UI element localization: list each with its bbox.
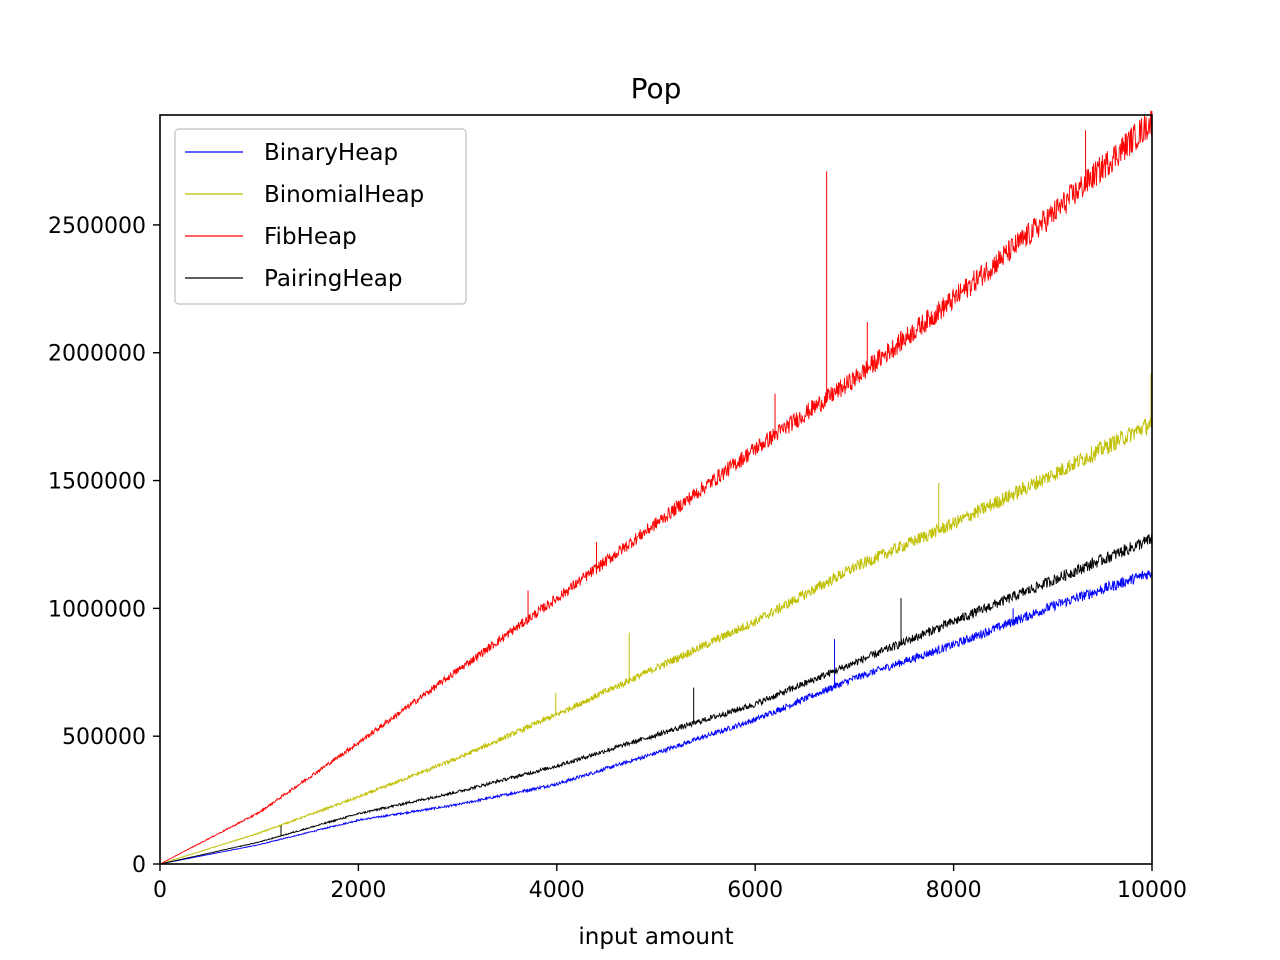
x-tick-label: 8000 <box>926 878 982 903</box>
y-axis: 0 500000 1000000 1500000 2000000 2500000 <box>48 214 160 878</box>
legend-label: PairingHeap <box>264 266 402 292</box>
x-axis-label: input amount <box>578 924 733 950</box>
y-tick-label: 2500000 <box>48 214 146 239</box>
series-binaryheap <box>159 570 1153 865</box>
series-line <box>159 110 1153 865</box>
series-fibheap <box>159 110 1153 865</box>
y-tick-label: 1000000 <box>48 597 146 622</box>
legend: BinaryHeap BinomialHeap FibHeap PairingHeap <box>174 128 467 305</box>
series-line <box>159 415 1153 865</box>
y-tick-label: 500000 <box>62 725 146 750</box>
series-line <box>159 534 1153 865</box>
x-axis: 0 2000 4000 6000 8000 10000 <box>153 864 1187 903</box>
x-tick-label: 10000 <box>1117 878 1187 903</box>
x-tick-label: 4000 <box>529 878 585 903</box>
legend-label: FibHeap <box>264 224 357 250</box>
x-tick-label: 6000 <box>727 878 783 903</box>
legend-box <box>174 128 467 305</box>
y-tick-label: 0 <box>132 853 146 878</box>
series-pairingheap <box>159 534 1153 865</box>
y-tick-label: 2000000 <box>48 342 146 367</box>
y-tick-label: 1500000 <box>48 470 146 495</box>
chart-title: Pop <box>631 72 682 105</box>
series-binomialheap <box>159 373 1153 865</box>
series-line <box>159 570 1153 865</box>
x-tick-label: 0 <box>153 878 167 903</box>
series-layer <box>159 110 1153 865</box>
legend-label: BinaryHeap <box>264 140 398 166</box>
plot-frame <box>159 114 1153 865</box>
x-tick-label: 2000 <box>330 878 386 903</box>
legend-label: BinomialHeap <box>264 182 424 208</box>
